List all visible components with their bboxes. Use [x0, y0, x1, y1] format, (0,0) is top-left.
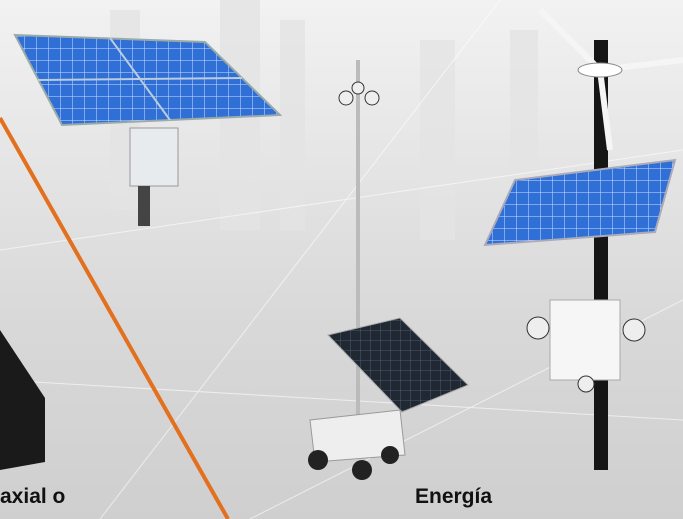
building — [420, 40, 455, 240]
caption-left: axial o — [0, 485, 65, 508]
enclosure — [129, 127, 179, 187]
building — [280, 20, 305, 230]
network-line — [0, 379, 683, 421]
pole — [138, 186, 150, 226]
solar-trailer — [308, 60, 469, 480]
orange-divider — [0, 117, 230, 519]
camera — [338, 90, 354, 106]
camera — [526, 316, 550, 340]
solar-panel — [483, 158, 677, 247]
enclosure — [549, 299, 621, 381]
network-line — [0, 149, 683, 251]
solar-unit-left — [13, 33, 283, 226]
camera — [577, 375, 595, 393]
wheel — [308, 450, 328, 470]
panel-seam — [37, 77, 243, 81]
turbine-hub — [577, 62, 623, 78]
network-line — [99, 0, 501, 519]
rack-equipment — [0, 330, 45, 470]
camera — [364, 90, 380, 106]
wheel — [352, 460, 372, 480]
turbine-blade — [537, 7, 603, 73]
caption-right: Energía — [415, 485, 492, 508]
camera — [351, 81, 365, 95]
solar-pole-right — [483, 7, 683, 470]
solar-panel — [327, 317, 469, 413]
turbine-blade — [597, 69, 613, 151]
wheel — [381, 446, 399, 464]
solar-panel — [13, 33, 283, 127]
trailer-base — [309, 409, 406, 463]
camera — [622, 318, 646, 342]
